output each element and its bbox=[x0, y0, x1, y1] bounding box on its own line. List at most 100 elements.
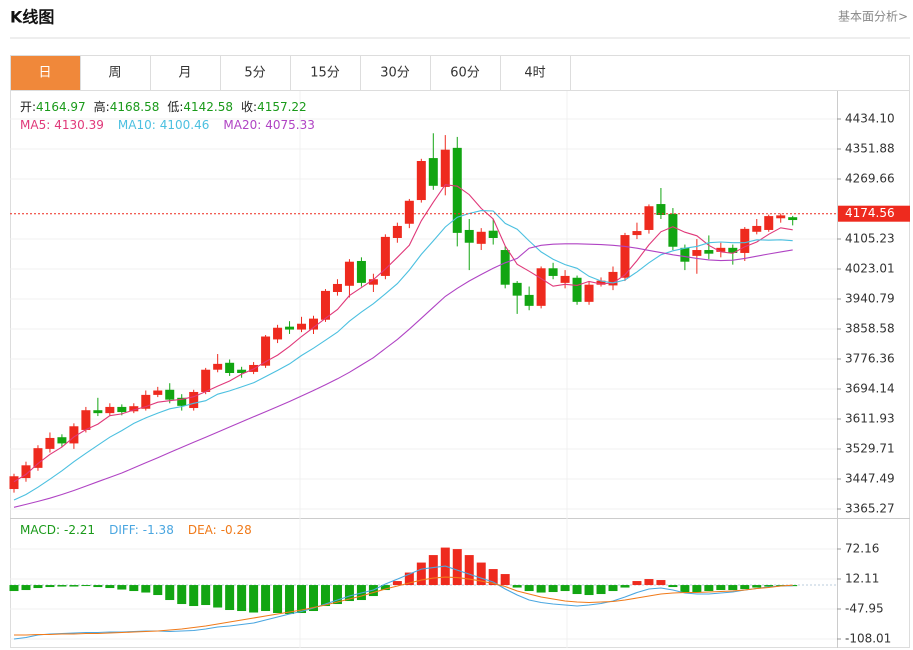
macd-bar bbox=[285, 585, 295, 615]
macd-bar bbox=[488, 569, 498, 586]
y-tick-label: 4105.23 bbox=[845, 231, 895, 245]
candle-body bbox=[764, 216, 774, 230]
macd-bar bbox=[728, 585, 738, 591]
candle-body bbox=[752, 225, 762, 232]
y-tick-label: 3858.58 bbox=[845, 321, 895, 335]
info-value: 4168.58 bbox=[110, 100, 160, 114]
macd-bar bbox=[332, 585, 342, 605]
tab-label[interactable]: 日 bbox=[38, 66, 51, 81]
ma-legend: MA5: 4130.39 MA10: 4100.46 MA20: 4075.33 bbox=[20, 118, 315, 132]
y-tick-label: 3940.79 bbox=[845, 292, 895, 306]
candle-body bbox=[680, 247, 690, 262]
ma-legend-value: 4130.39 bbox=[54, 118, 104, 132]
candle-body bbox=[309, 318, 318, 330]
candle-body bbox=[177, 397, 187, 406]
tab-label[interactable]: 5分 bbox=[244, 66, 265, 81]
macd-bar bbox=[608, 585, 618, 592]
macd-bar bbox=[129, 585, 139, 592]
macd-bar bbox=[704, 585, 714, 592]
macd-bar bbox=[752, 585, 762, 588]
info-label: 高: bbox=[94, 99, 110, 114]
candle-body bbox=[416, 160, 426, 201]
candle-body bbox=[452, 147, 462, 233]
macd-bar bbox=[380, 585, 390, 591]
ma-line bbox=[13, 184, 793, 483]
macd-bar bbox=[237, 585, 247, 612]
macd-bar bbox=[21, 585, 31, 591]
fundamental-link[interactable]: 基本面分析> bbox=[838, 10, 908, 24]
tab[interactable] bbox=[500, 55, 571, 91]
macd-bar bbox=[9, 585, 19, 592]
candle-body bbox=[620, 235, 630, 278]
candle-body bbox=[153, 390, 163, 395]
macd-legend-label: MACD: bbox=[20, 523, 60, 537]
candle-body bbox=[392, 225, 402, 238]
y-tick-label: 3529.71 bbox=[845, 441, 895, 455]
candle-body bbox=[93, 410, 103, 414]
macd-bar bbox=[536, 585, 546, 593]
candle-body bbox=[21, 465, 31, 479]
macd-bar bbox=[548, 585, 558, 593]
tab-label[interactable]: 周 bbox=[108, 66, 121, 81]
candle-body bbox=[584, 284, 594, 302]
macd-bar bbox=[680, 585, 690, 593]
ohlc-info: 开:4164.97 高:4168.58 低:4142.58 收:4157.22 bbox=[20, 99, 307, 114]
tab-label[interactable]: 30分 bbox=[380, 66, 410, 81]
candle-body bbox=[285, 326, 295, 330]
tab[interactable] bbox=[10, 55, 81, 91]
macd-bar bbox=[716, 585, 726, 591]
macd-bar bbox=[213, 585, 223, 608]
macd-bar bbox=[141, 585, 151, 593]
ma-legend-value: 4100.46 bbox=[160, 118, 210, 132]
candle-body bbox=[356, 260, 366, 283]
candle-body bbox=[332, 283, 342, 292]
macd-bar bbox=[344, 585, 354, 602]
y-tick-label: 3365.27 bbox=[845, 502, 895, 516]
candle-body bbox=[704, 250, 714, 254]
tab-label[interactable]: 月 bbox=[178, 66, 191, 81]
candle-body bbox=[716, 247, 726, 252]
tab-label[interactable]: 4时 bbox=[524, 66, 545, 81]
tab-label[interactable]: 60分 bbox=[450, 66, 480, 81]
macd-bar bbox=[596, 585, 606, 595]
macd-bar bbox=[512, 585, 522, 588]
macd-bar bbox=[273, 585, 283, 614]
tab-label[interactable]: 15分 bbox=[310, 66, 340, 81]
tab[interactable] bbox=[290, 55, 361, 91]
candle-body bbox=[33, 448, 43, 468]
candle-body bbox=[141, 394, 151, 409]
y-tick-label: 4269.66 bbox=[845, 172, 895, 186]
y2-tick-label: 12.11 bbox=[845, 571, 879, 585]
macd-bar bbox=[249, 585, 259, 613]
candle-body bbox=[464, 229, 474, 243]
candle-body bbox=[213, 363, 223, 370]
macd-bar bbox=[632, 581, 642, 586]
macd-bar bbox=[177, 585, 187, 605]
candle-body bbox=[368, 279, 378, 285]
macd-bar bbox=[416, 562, 426, 586]
ma-legend-value: 4075.33 bbox=[265, 118, 315, 132]
candle-body bbox=[788, 217, 798, 221]
macd-bar bbox=[740, 585, 750, 590]
tab[interactable] bbox=[80, 55, 151, 91]
y-tick-label: 4434.10 bbox=[845, 111, 895, 125]
macd-bar bbox=[189, 585, 199, 607]
macd-bar bbox=[572, 585, 582, 595]
candle-body bbox=[201, 369, 211, 392]
candle-body bbox=[129, 406, 139, 412]
candle-body bbox=[273, 327, 283, 340]
candle-body bbox=[297, 323, 307, 330]
macd-bar bbox=[584, 585, 594, 596]
candle-body bbox=[81, 410, 91, 430]
macd-bar bbox=[404, 572, 414, 586]
macd-legend-value: -2.21 bbox=[64, 523, 95, 537]
current-price-box bbox=[838, 205, 910, 222]
macd-bar bbox=[320, 585, 330, 607]
candle-body bbox=[512, 282, 522, 296]
macd-bar bbox=[644, 579, 654, 586]
candle-body bbox=[548, 268, 558, 276]
candle-body bbox=[776, 215, 786, 219]
candle-body bbox=[632, 231, 642, 236]
candle-body bbox=[69, 426, 79, 444]
